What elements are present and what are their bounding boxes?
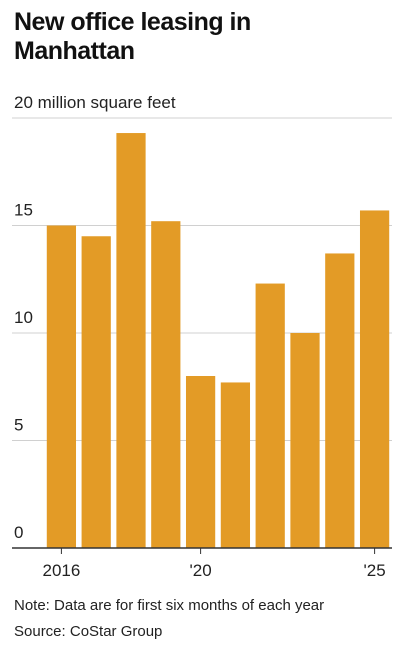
source: Source: CoStar Group <box>14 623 163 640</box>
chart-title: New office leasing in Manhattan <box>14 8 251 65</box>
bar <box>46 225 77 548</box>
bar <box>255 283 285 548</box>
x-tick-label: '25 <box>364 561 386 580</box>
bar <box>151 221 181 548</box>
bar <box>185 376 216 548</box>
bar <box>290 333 320 548</box>
chart: 0 5 10 15 20 million square feet 2016 '20 '25 <box>12 93 392 580</box>
x-tick-label: 2016 <box>42 561 80 580</box>
bar <box>220 382 251 548</box>
bar <box>116 133 146 549</box>
bar <box>81 236 111 548</box>
y-tick-label: 20 million square feet <box>14 93 176 112</box>
y-tick-label: 15 <box>14 201 33 220</box>
x-tick-label: '20 <box>190 561 212 580</box>
y-tick-label: 0 <box>14 523 23 542</box>
y-tick-label: 10 <box>14 308 33 327</box>
bar <box>325 253 355 548</box>
y-tick-label: 5 <box>14 416 23 435</box>
bar <box>359 210 390 548</box>
note: Note: Data are for first six months of e… <box>14 597 325 614</box>
